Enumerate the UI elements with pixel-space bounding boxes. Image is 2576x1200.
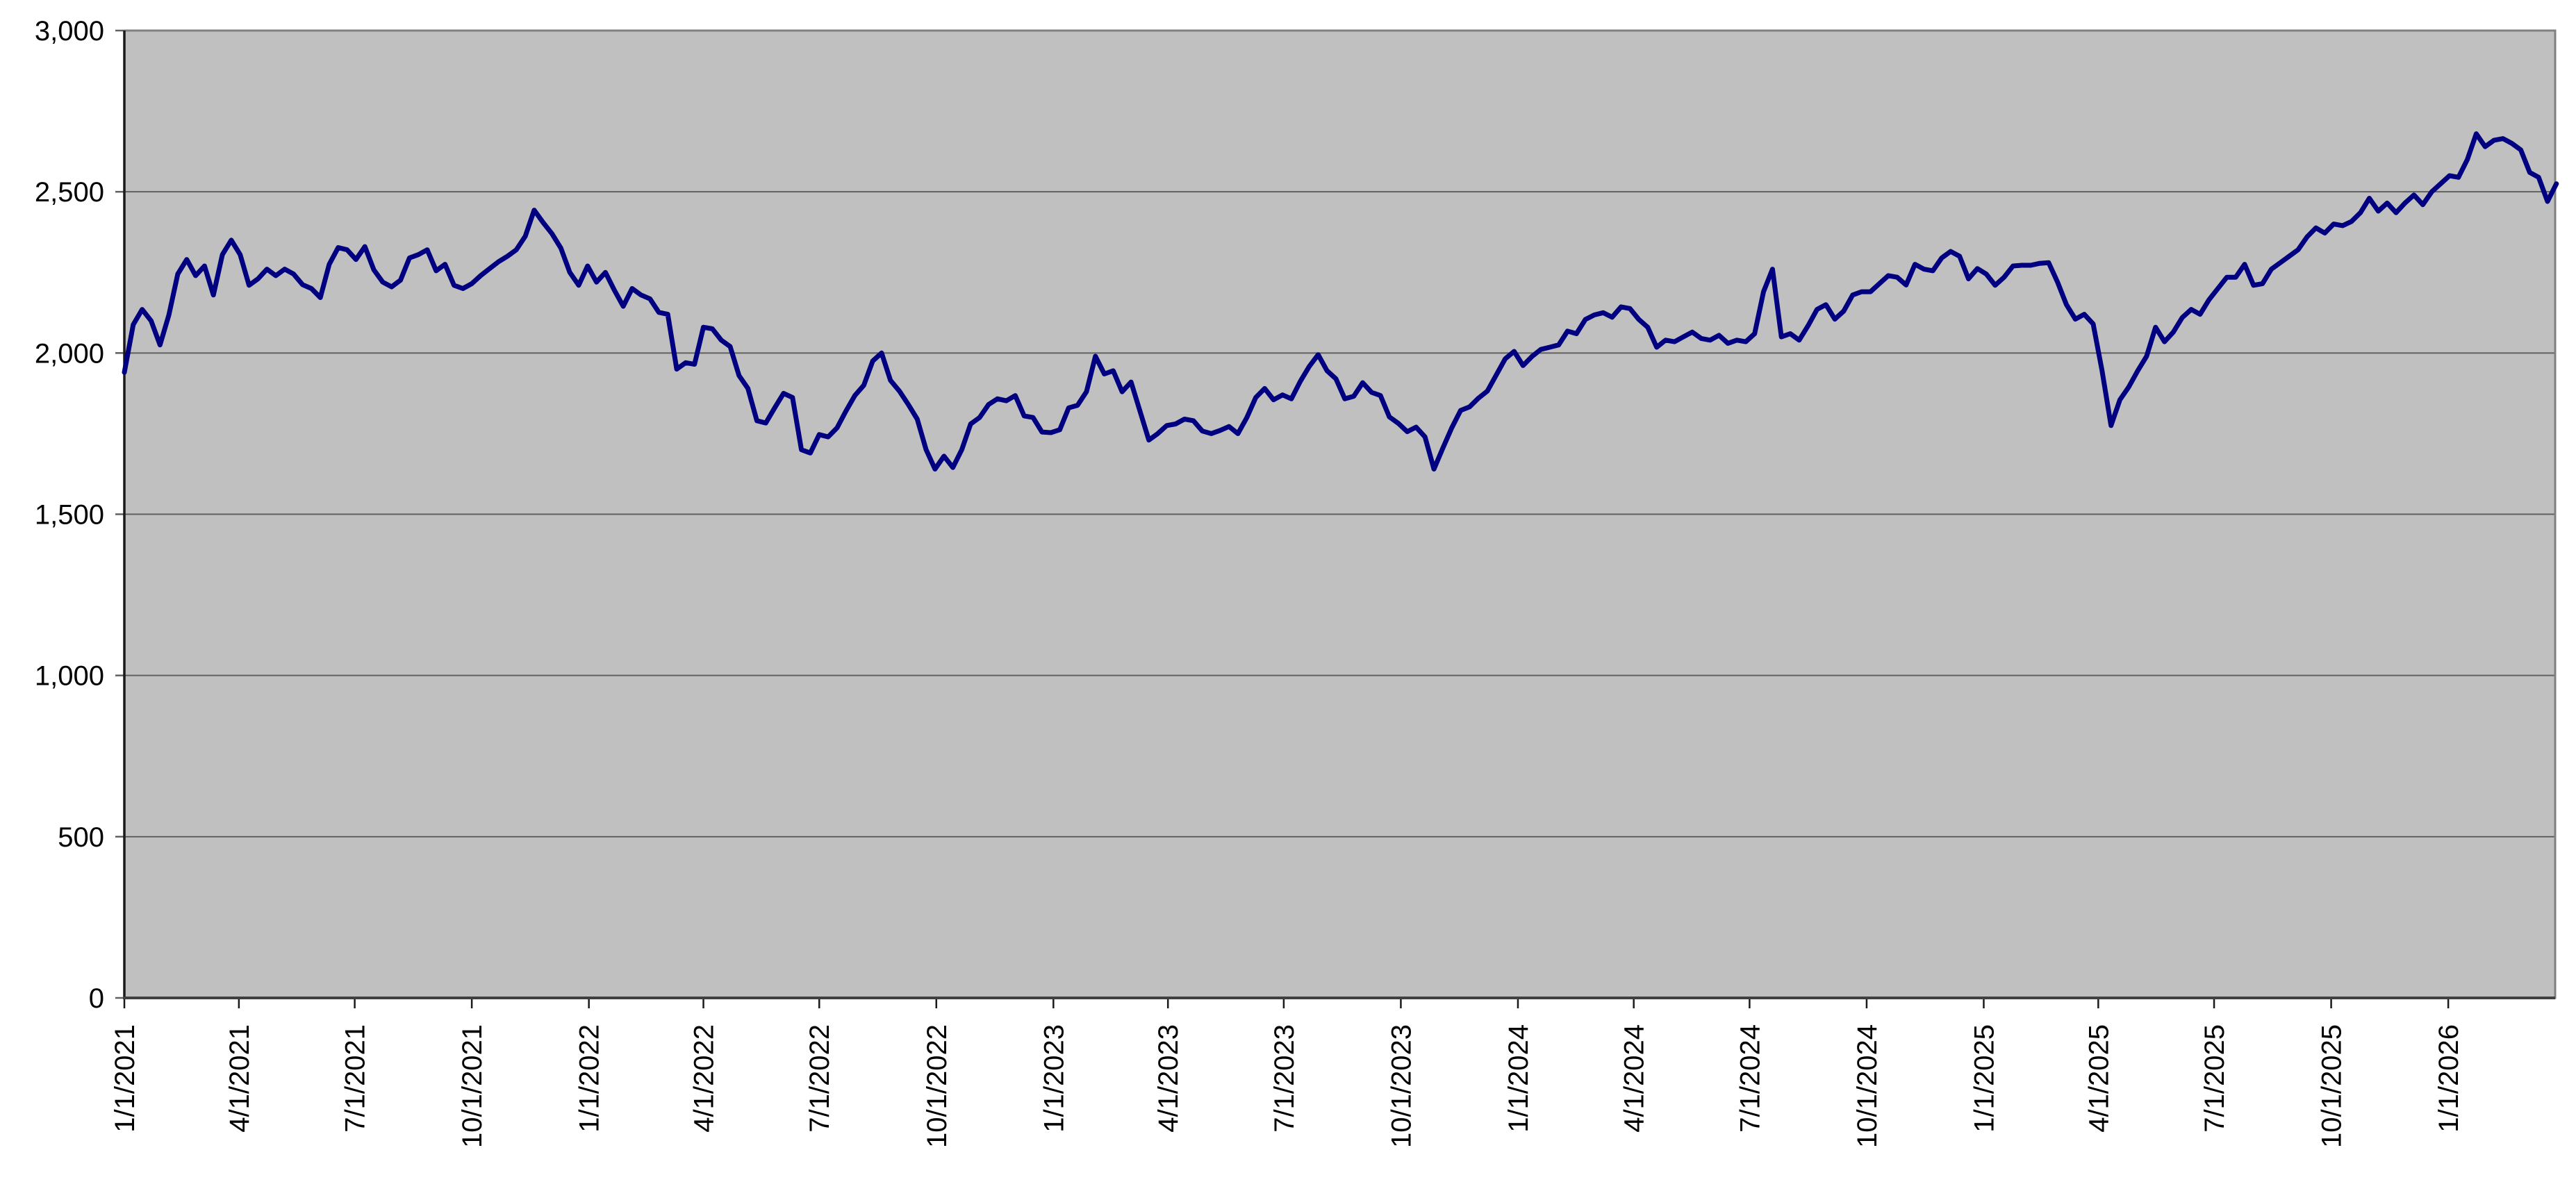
x-tick-label: 7/1/2021 <box>340 1024 371 1133</box>
y-tick-label: 1,000 <box>35 661 104 692</box>
y-axis-labels: 0 500 1,000 1,500 2,000 2,500 3,000 <box>35 16 124 1014</box>
y-tick-label: 0 <box>89 983 104 1014</box>
x-tick-label: 7/1/2025 <box>2199 1024 2230 1133</box>
x-tick-label: 10/1/2025 <box>2317 1024 2347 1148</box>
x-tick-label: 4/1/2022 <box>689 1024 720 1133</box>
x-tick-label: 7/1/2022 <box>804 1024 835 1133</box>
x-tick-label: 1/1/2021 <box>110 1024 140 1133</box>
x-tick-label: 4/1/2023 <box>1153 1024 1184 1133</box>
x-tick-label: 4/1/2024 <box>1619 1024 1650 1133</box>
x-tick-label: 7/1/2023 <box>1269 1024 1300 1133</box>
x-tick-label: 1/1/2022 <box>575 1024 605 1133</box>
x-tick-label: 1/1/2023 <box>1039 1024 1069 1133</box>
series-line-price <box>122 131 2559 472</box>
y-tick-label: 2,500 <box>35 177 104 208</box>
x-tick-label: 1/1/2025 <box>1969 1024 1999 1133</box>
x-tick-label: 4/1/2025 <box>2083 1024 2114 1133</box>
x-tick-label: 10/1/2021 <box>457 1024 488 1148</box>
gridlines <box>124 191 2555 838</box>
x-tick-label: 10/1/2024 <box>1852 1024 1883 1148</box>
x-tick-label: 1/1/2026 <box>2434 1024 2464 1133</box>
y-tick-label: 3,000 <box>35 16 104 47</box>
x-tick-label: 10/1/2023 <box>1386 1024 1417 1148</box>
x-tick-label: 4/1/2021 <box>224 1024 255 1133</box>
y-tick-label: 1,500 <box>35 500 104 531</box>
y-tick-label: 500 <box>58 822 104 853</box>
x-axis-labels: 1/1/2021 4/1/2021 7/1/2021 10/1/2021 1/1/202… <box>110 998 2464 1148</box>
x-tick-label: 10/1/2022 <box>922 1024 952 1148</box>
x-tick-label: 7/1/2024 <box>1735 1024 1765 1133</box>
x-tick-label: 1/1/2024 <box>1503 1024 1534 1133</box>
y-tick-label: 2,000 <box>35 338 104 369</box>
